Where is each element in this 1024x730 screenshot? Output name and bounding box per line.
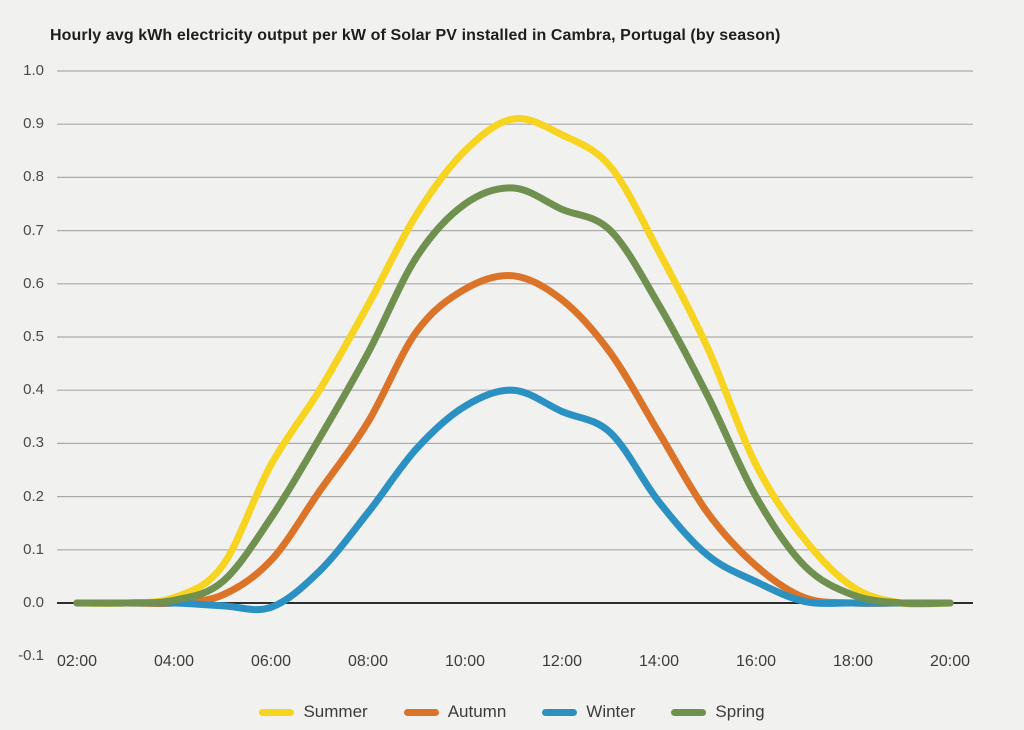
x-tick-label: 20:00 (929, 653, 971, 670)
x-tick-label: 10:00 (444, 653, 486, 670)
y-tick-label: 0.1 (23, 540, 44, 558)
y-tick-label: 0.4 (23, 381, 44, 399)
legend-label: Spring (715, 702, 765, 721)
x-tick-label: 14:00 (638, 653, 680, 670)
y-tick-label: 0.3 (23, 434, 44, 452)
y-tick-label: 0.7 (23, 221, 44, 239)
series-line-spring (73, 184, 954, 608)
y-tick-label: 0.8 (23, 168, 44, 186)
y-tick-label: 0.5 (23, 328, 44, 345)
legend-swatch-autumn (403, 708, 439, 716)
x-tick-label: 02:00 (56, 653, 98, 670)
x-tick-label: 12:00 (541, 653, 583, 670)
legend-swatch-winter (542, 708, 578, 716)
series-line-summer (73, 114, 954, 608)
legend-item-autumn: Autumn (403, 702, 507, 722)
chart-title: Hourly avg kWh electricity output per kW… (50, 27, 781, 44)
x-tick-label: 08:00 (347, 653, 389, 670)
legend-swatch-summer (259, 708, 295, 716)
legend-item-summer: Summer (259, 702, 368, 722)
x-tick-label: 18:00 (832, 653, 874, 670)
y-tick-label: 0.0 (23, 594, 44, 611)
legend: Summer Autumn Winter Spring (0, 702, 1024, 722)
series-line-autumn (73, 271, 954, 608)
legend-item-winter: Winter (542, 702, 635, 722)
legend-swatch-spring (671, 708, 707, 716)
x-tick-label: 06:00 (250, 653, 292, 670)
series-line-winter (73, 386, 954, 614)
y-tick-label: 0.2 (23, 487, 44, 505)
x-tick-label: 16:00 (735, 653, 777, 670)
legend-label: Summer (303, 702, 368, 721)
legend-label: Winter (586, 702, 636, 721)
y-tick-label: 0.9 (23, 115, 44, 133)
legend-item-spring: Spring (671, 702, 765, 722)
y-tick-label: 0.6 (23, 274, 44, 292)
y-tick-label: -0.1 (18, 647, 44, 665)
y-tick-label: 1.0 (23, 62, 44, 79)
x-tick-label: 04:00 (153, 653, 195, 670)
legend-label: Autumn (447, 702, 507, 721)
